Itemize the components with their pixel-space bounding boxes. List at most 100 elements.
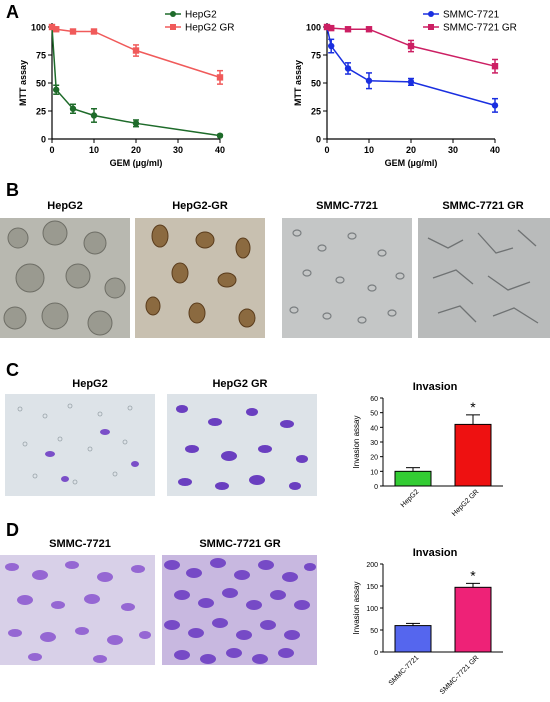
panel-label-a: A bbox=[6, 2, 19, 22]
series-1 bbox=[48, 23, 224, 85]
legend-marker bbox=[428, 11, 434, 17]
invasion-chart-smmc: Invasion 0 50 100 150 200 Invasion assay SMMC-7… bbox=[352, 547, 503, 695]
legend-label: HepG2 GR bbox=[185, 23, 234, 34]
data-point bbox=[90, 28, 98, 35]
y-tick-label: 25 bbox=[311, 107, 321, 117]
y-tick-label: 30 bbox=[370, 440, 378, 447]
micrograph-smmc bbox=[282, 218, 412, 338]
photo-label-c-hepg2: HepG2 bbox=[72, 378, 108, 390]
micrograph-hepg2-gr bbox=[135, 218, 265, 338]
x-tick-label: 40 bbox=[490, 145, 500, 155]
micrograph-hepg2 bbox=[0, 218, 130, 338]
x-tick-label: 20 bbox=[131, 145, 141, 155]
data-point bbox=[53, 26, 60, 33]
mtt-chart-hepg2: 0 25 50 75 100 0 10 20 30 40 GEM (µg/ml) MTT assay H… bbox=[18, 10, 234, 169]
y-tick-label: 10 bbox=[370, 469, 378, 476]
category-label: HepG2 bbox=[400, 488, 421, 509]
y-tick-label: 200 bbox=[366, 562, 378, 569]
micrograph-smmc-gr bbox=[418, 218, 550, 338]
x-tick-label: 10 bbox=[364, 145, 374, 155]
x-tick-label: 30 bbox=[173, 145, 183, 155]
data-point bbox=[90, 112, 98, 119]
transwell-smmc-gr bbox=[162, 555, 317, 665]
legend-label: SMMC-7721 bbox=[443, 10, 500, 21]
y-tick-label: 50 bbox=[370, 411, 378, 418]
bar bbox=[454, 586, 492, 653]
chart-title: Invasion bbox=[413, 547, 458, 559]
bar bbox=[394, 470, 432, 487]
bar bbox=[454, 423, 492, 487]
photo-label-d-smmc-gr: SMMC-7721 GR bbox=[199, 538, 281, 550]
series-line bbox=[326, 26, 496, 107]
mtt-chart-smmc: 0 25 50 75 100 0 10 20 30 40 GEM (µg/ml) MTT assay S… bbox=[293, 10, 517, 169]
panel-label-c: C bbox=[6, 360, 19, 380]
x-tick-label: 20 bbox=[406, 145, 416, 155]
photo-label-smmc-gr: SMMC-7721 GR bbox=[442, 200, 524, 212]
photo-label-c-hepg2-gr: HepG2 GR bbox=[212, 378, 268, 390]
data-point bbox=[132, 47, 140, 54]
invasion-chart-hepg2: Invasion 0 10 20 30 40 50 60 Invasion assay HepG2… bbox=[352, 381, 503, 518]
photo-label-smmc: SMMC-7721 bbox=[316, 200, 378, 212]
y-tick-label: 0 bbox=[41, 135, 46, 145]
series-1 bbox=[323, 23, 499, 74]
data-point bbox=[216, 74, 224, 81]
category-label: SMMC-7721 GR bbox=[439, 654, 481, 695]
transwell-smmc bbox=[0, 555, 155, 665]
x-axis-label: GEM (µg/ml) bbox=[385, 158, 438, 168]
y-tick-label: 100 bbox=[31, 23, 46, 33]
data-point bbox=[344, 65, 352, 72]
data-point bbox=[491, 63, 499, 70]
y-tick-label: 100 bbox=[366, 606, 378, 613]
transwell-hepg2 bbox=[5, 394, 155, 496]
data-point bbox=[53, 86, 60, 93]
data-point bbox=[407, 78, 415, 86]
data-point bbox=[344, 26, 352, 33]
y-axis-label: MTT assay bbox=[18, 60, 28, 106]
legend-marker bbox=[170, 11, 176, 17]
chart-title: Invasion bbox=[413, 381, 458, 393]
x-axis-label: GEM (µg/ml) bbox=[110, 158, 163, 168]
y-tick-label: 0 bbox=[316, 135, 321, 145]
y-tick-label: 50 bbox=[370, 628, 378, 635]
series-0 bbox=[323, 23, 499, 113]
x-tick-label: 30 bbox=[448, 145, 458, 155]
y-tick-label: 20 bbox=[370, 455, 378, 462]
legend-marker bbox=[170, 24, 176, 30]
data-point bbox=[323, 23, 331, 31]
legend-marker bbox=[428, 24, 434, 30]
photo-label-d-smmc: SMMC-7721 bbox=[49, 538, 111, 550]
y-tick-label: 0 bbox=[374, 650, 378, 657]
y-tick-label: 25 bbox=[36, 107, 46, 117]
photo-label-hepg2: HepG2 bbox=[47, 200, 83, 212]
y-tick-label: 50 bbox=[36, 79, 46, 89]
data-point bbox=[216, 132, 224, 139]
y-tick-label: 100 bbox=[306, 23, 321, 33]
legend-label: SMMC-7721 GR bbox=[443, 23, 517, 34]
data-point bbox=[328, 42, 335, 50]
significance-marker: * bbox=[470, 567, 476, 583]
data-point bbox=[407, 42, 415, 50]
x-tick-label: 0 bbox=[324, 145, 329, 155]
x-tick-label: 0 bbox=[49, 145, 54, 155]
data-point bbox=[365, 77, 373, 84]
photo-label-hepg2-gr: HepG2-GR bbox=[172, 200, 228, 212]
y-tick-label: 40 bbox=[370, 425, 378, 432]
y-tick-label: 75 bbox=[36, 51, 46, 61]
x-tick-label: 40 bbox=[215, 145, 225, 155]
series-line bbox=[51, 26, 221, 137]
data-point bbox=[69, 105, 77, 112]
series-0 bbox=[48, 23, 224, 139]
bar bbox=[394, 625, 432, 653]
data-point bbox=[328, 24, 335, 32]
data-point bbox=[69, 28, 77, 35]
category-label: HepG2 GR bbox=[451, 488, 480, 517]
data-point bbox=[365, 26, 373, 33]
y-tick-label: 60 bbox=[370, 396, 378, 403]
significance-marker: * bbox=[470, 399, 476, 415]
transwell-hepg2-gr bbox=[167, 394, 317, 496]
y-tick-label: 150 bbox=[366, 584, 378, 591]
data-point bbox=[132, 120, 140, 127]
panel-label-b: B bbox=[6, 180, 19, 200]
y-tick-label: 50 bbox=[311, 79, 321, 89]
category-label: SMMC-7721 bbox=[388, 654, 421, 687]
